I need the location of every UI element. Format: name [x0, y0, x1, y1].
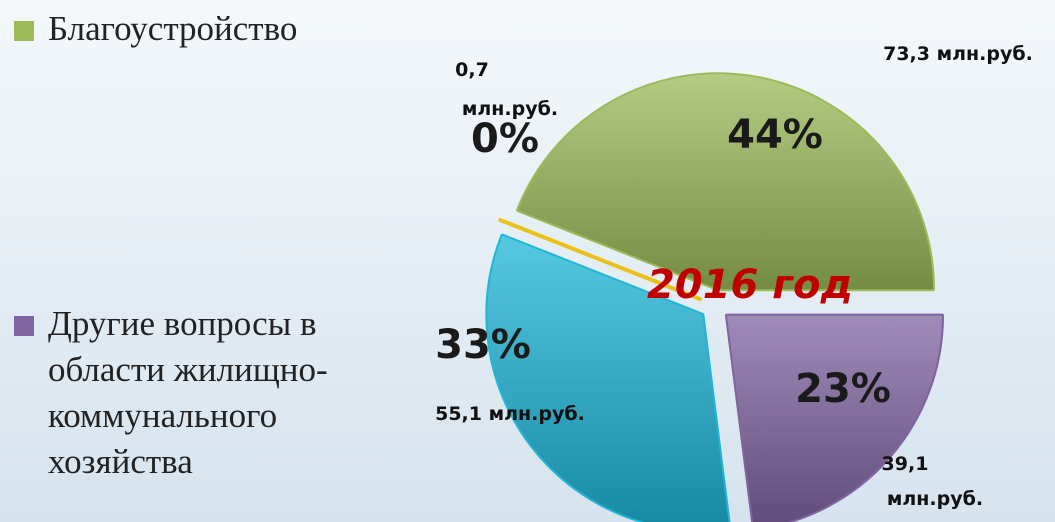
value-label: 33%: [435, 322, 531, 368]
amount-label-line: млн.руб.: [887, 488, 983, 510]
pie: [485, 72, 945, 522]
amount-label-line: 0,7: [455, 59, 489, 81]
legend-label-line: области жилищно-: [48, 350, 328, 389]
value-label: 23%: [795, 366, 891, 412]
amount-label-line: 39,1: [882, 453, 929, 475]
amount-label: 73,3 млн.руб.: [883, 43, 1033, 65]
annotation: 2016 год: [647, 262, 853, 308]
amount-label: 0,7 млн.руб.: [455, 59, 558, 120]
legend-label: Благоустройство: [48, 9, 297, 48]
pie-slice: [498, 217, 703, 302]
legend-label: Другие вопросы в области жилищно-коммунал…: [48, 304, 328, 481]
value-label: 0%: [471, 116, 539, 162]
slice-shade: [727, 315, 943, 522]
value-label: 44%: [727, 112, 823, 158]
slice-shade: [500, 219, 701, 300]
legend-swatch: [14, 316, 34, 336]
slice-shade: [487, 235, 729, 522]
slice-shade: [518, 74, 933, 290]
legend-label-line: коммунального: [48, 396, 277, 435]
amount-label: 55,1 млн.руб.: [435, 403, 585, 425]
amount-label: 39,1 млн.руб.: [882, 453, 984, 510]
legend-label-line: Другие вопросы в: [48, 304, 317, 343]
legend-swatch: [14, 21, 34, 41]
legend-label-line: хозяйства: [48, 442, 193, 481]
amount-label-line: млн.руб.: [462, 98, 558, 120]
legend: Благоустройство Другие вопросы в области ж…: [14, 9, 328, 481]
